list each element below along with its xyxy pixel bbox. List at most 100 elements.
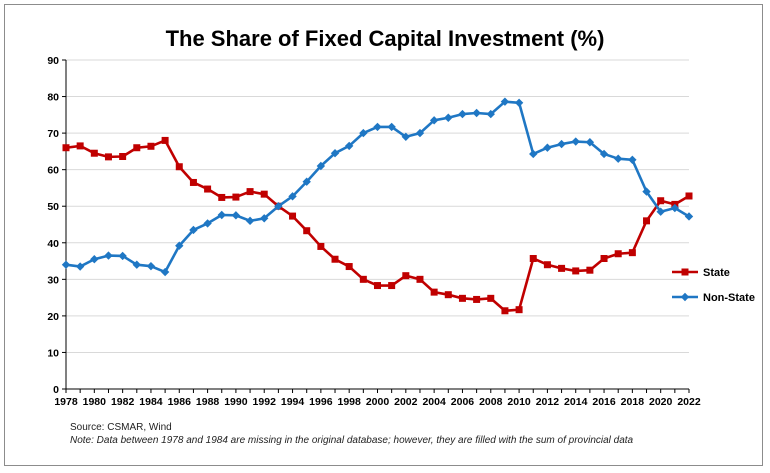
x-tick-label: 2010 (507, 396, 531, 408)
x-tick-label: 1980 (83, 396, 107, 408)
y-tick-label: 80 (47, 92, 59, 104)
x-tick-label: 1996 (309, 396, 333, 408)
data-point (402, 272, 410, 280)
y-tick-label: 60 (47, 165, 59, 177)
x-tick-label: 1982 (111, 396, 135, 408)
series-state (62, 136, 693, 315)
data-point (558, 264, 566, 272)
data-point (685, 192, 693, 200)
legend-item: State (672, 267, 730, 279)
y-tick-label: 90 (47, 55, 59, 67)
x-tick-label: 2012 (536, 396, 560, 408)
data-point (680, 292, 690, 302)
data-point (203, 219, 212, 228)
data-note: Note: Data between 1978 and 1984 are mis… (70, 435, 634, 446)
data-point (218, 193, 226, 201)
data-point (473, 295, 481, 303)
data-point (302, 177, 311, 186)
data-point (684, 212, 694, 221)
data-point (387, 122, 396, 132)
data-point (514, 98, 524, 107)
y-tick-label: 0 (53, 384, 59, 396)
data-point (643, 217, 651, 225)
x-tick-label: 1988 (196, 396, 220, 408)
data-point (76, 142, 84, 150)
data-point (217, 210, 226, 220)
x-tick-labels: 1978 1980 1982 1984 1986 1988 1990 1992 1994 1996… (54, 396, 701, 408)
data-point (415, 128, 425, 138)
data-point (572, 267, 580, 275)
data-point (175, 163, 183, 171)
data-point (458, 109, 467, 119)
data-point (444, 291, 452, 299)
data-point (104, 251, 113, 260)
source-note: Source: CSMAR, Wind (70, 422, 172, 433)
y-tick-label: 50 (47, 201, 59, 213)
data-point (529, 149, 538, 159)
data-point (246, 188, 254, 196)
data-point (274, 202, 283, 211)
data-point (529, 254, 537, 262)
y-tick-label: 30 (47, 274, 59, 286)
data-point (628, 155, 637, 164)
x-tick-label: 1986 (168, 396, 192, 408)
data-point (557, 139, 566, 149)
series-non-state (61, 97, 694, 277)
data-point (416, 275, 424, 283)
data-point (515, 306, 523, 314)
data-point (90, 255, 99, 264)
data-point (245, 216, 255, 226)
data-point (359, 275, 367, 283)
data-point (289, 212, 297, 220)
data-point (600, 254, 608, 262)
legend-label: State (703, 267, 730, 279)
data-point (571, 137, 580, 146)
data-point (628, 249, 636, 257)
data-point (232, 193, 240, 201)
data-point (656, 207, 665, 216)
x-tick-label: 1990 (224, 396, 248, 408)
data-point (429, 116, 439, 125)
data-point (119, 153, 127, 161)
data-point (204, 185, 212, 193)
data-point (317, 242, 325, 250)
data-point (90, 149, 98, 157)
data-point (487, 294, 495, 302)
x-tick-label: 1994 (281, 396, 305, 408)
x-tick-label: 2020 (649, 396, 673, 408)
data-point (501, 307, 509, 315)
series-layer (61, 97, 694, 315)
chart-title: The Share of Fixed Capital Investment (%… (165, 26, 605, 51)
data-point (133, 144, 141, 152)
x-tick-label: 1998 (338, 396, 362, 408)
data-point (231, 211, 241, 220)
x-tick-label: 2022 (677, 396, 701, 408)
data-point (260, 190, 268, 198)
data-point (585, 138, 595, 147)
data-point (75, 262, 85, 271)
x-tick-label: 2008 (479, 396, 503, 408)
y-tick-label: 40 (47, 238, 59, 250)
data-point (388, 282, 396, 290)
data-point (288, 192, 297, 201)
data-point (543, 261, 551, 269)
data-point (175, 241, 184, 250)
data-point (614, 154, 623, 163)
data-point (118, 251, 127, 261)
y-tick-label: 70 (47, 128, 59, 140)
notes: Source: CSMAR, Wind Note: Data between 1… (70, 421, 633, 447)
data-point (104, 153, 112, 161)
data-point (500, 97, 510, 106)
data-point (657, 197, 665, 205)
data-point (614, 250, 622, 258)
x-tick-label: 2000 (366, 396, 390, 408)
data-point (430, 288, 438, 296)
data-point (161, 136, 169, 144)
data-point (458, 294, 466, 302)
x-tick-label: 1978 (54, 396, 78, 408)
axes (62, 59, 690, 393)
x-tick-label: 2004 (422, 396, 446, 408)
x-tick-label: 2016 (592, 396, 616, 408)
x-tick-label: 1992 (253, 396, 277, 408)
